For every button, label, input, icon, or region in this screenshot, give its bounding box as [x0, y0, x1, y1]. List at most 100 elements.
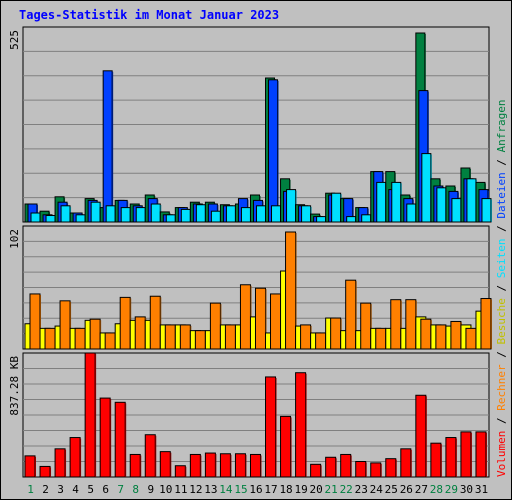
bot-bar-volumen-26: [400, 448, 412, 478]
mid-bar-rechner-24: [375, 327, 387, 350]
bot-bar-volumen-4: [69, 437, 81, 478]
x-tick-label-7: 7: [117, 483, 124, 496]
x-tick-label-15: 15: [234, 483, 247, 496]
mid-bar-rechner-22: [345, 279, 357, 350]
bot-bar-volumen-6: [99, 397, 111, 478]
bot-bar-volumen-2: [39, 465, 51, 478]
x-tick-label-14: 14: [219, 483, 233, 496]
mid-bar-rechner-23: [360, 302, 372, 350]
x-tick-label-2: 2: [42, 483, 49, 496]
x-tick-label-17: 17: [264, 483, 277, 496]
mid-bar-rechner-4: [74, 327, 86, 350]
top-bar-seiten-17: [271, 205, 282, 223]
x-tick-label-30: 30: [460, 483, 473, 496]
bot-bar-volumen-16: [249, 453, 261, 478]
bot-bar-volumen-17: [265, 376, 277, 478]
bot-bar-volumen-21: [325, 456, 337, 478]
mid-bar-rechner-3: [59, 300, 71, 350]
mid-bar-rechner-7: [119, 296, 131, 350]
mid-bar-rechner-28: [435, 324, 447, 350]
x-tick-label-28: 28: [430, 483, 443, 496]
x-tick-label-16: 16: [249, 483, 262, 496]
x-tick-label-4: 4: [72, 483, 79, 496]
bot-max-label: 837.28 KB: [8, 356, 21, 416]
top-bar-seiten-30: [466, 178, 477, 223]
x-tick-label-11: 11: [174, 483, 187, 496]
top-bar-dateien-17: [268, 79, 279, 223]
top-bar-seiten-28: [436, 187, 447, 223]
x-tick-label-29: 29: [445, 483, 458, 496]
mid-bar-rechner-27: [420, 318, 432, 350]
legend-rechner: Rechner: [495, 364, 508, 411]
legend-separator: /: [495, 219, 508, 239]
bot-bar-volumen-1: [24, 455, 36, 478]
bot-bar-volumen-24: [370, 462, 382, 478]
top-bar-seiten-13: [210, 210, 221, 223]
top-bar-seiten-23: [361, 214, 372, 223]
x-tick-label-1: 1: [27, 483, 34, 496]
mid-bar-rechner-15: [239, 284, 251, 350]
chart-title: Tages-Statistik im Monat Januar 2023: [19, 8, 280, 22]
top-bar-seiten-9: [150, 203, 161, 223]
x-tick-label-3: 3: [57, 483, 64, 496]
mid-bar-rechner-13: [209, 302, 221, 350]
x-tick-label-31: 31: [475, 483, 488, 496]
mid-bar-rechner-17: [270, 293, 282, 350]
bot-bar-volumen-13: [204, 452, 216, 478]
mid-bar-rechner-1: [29, 293, 41, 350]
top-bar-seiten-1: [30, 212, 41, 223]
mid-bar-rechner-6: [104, 332, 116, 350]
bot-bar-volumen-8: [129, 453, 141, 478]
bot-bar-volumen-20: [310, 463, 322, 478]
bot-bar-volumen-14: [219, 453, 231, 478]
top-bar-seiten-5: [90, 201, 101, 223]
top-bar-seiten-25: [391, 181, 402, 223]
x-tick-label-22: 22: [340, 483, 353, 496]
bot-bar-volumen-28: [430, 442, 442, 478]
x-tick-label-19: 19: [294, 483, 307, 496]
mid-bar-rechner-19: [300, 324, 312, 350]
x-tick-label-5: 5: [87, 483, 94, 496]
mid-bar-rechner-31: [480, 298, 492, 350]
mid-bar-rechner-30: [465, 327, 477, 350]
top-bar-seiten-8: [135, 207, 146, 223]
x-tick-label-27: 27: [415, 483, 428, 496]
mid-bar-rechner-21: [330, 317, 342, 350]
mid-bar-rechner-25: [390, 299, 402, 350]
legend-volumen: Volumen: [495, 431, 508, 477]
legend-seiten: Seiten: [495, 239, 508, 279]
top-bar-seiten-21: [331, 192, 342, 223]
x-tick-label-6: 6: [102, 483, 109, 496]
bot-bar-volumen-12: [189, 453, 201, 478]
x-tick-label-25: 25: [385, 483, 398, 496]
top-bar-seiten-11: [180, 208, 191, 223]
mid-bar-rechner-9: [149, 295, 161, 350]
bot-bar-volumen-11: [174, 465, 186, 478]
top-bar-dateien-6: [102, 70, 113, 223]
top-bar-seiten-29: [451, 198, 462, 223]
legend-separator: /: [495, 152, 508, 172]
x-tick-label-26: 26: [400, 483, 413, 496]
x-tick-label-23: 23: [355, 483, 368, 496]
top-bar-seiten-27: [421, 153, 432, 223]
bot-bar-volumen-3: [54, 448, 66, 478]
top-bar-seiten-14: [225, 205, 236, 223]
bot-bar-volumen-27: [415, 394, 427, 478]
bot-bar-volumen-23: [355, 460, 367, 478]
top-bar-seiten-19: [301, 205, 312, 223]
mid-bar-rechner-8: [134, 316, 146, 350]
bot-bar-volumen-31: [475, 431, 487, 478]
bot-bar-volumen-15: [234, 453, 246, 478]
top-bar-seiten-26: [406, 203, 417, 223]
top-bar-seiten-2: [45, 215, 56, 223]
bot-bar-volumen-22: [340, 453, 352, 478]
bot-bar-volumen-10: [159, 451, 171, 478]
mid-bar-rechner-16: [254, 287, 266, 350]
top-bar-seiten-18: [286, 189, 297, 223]
x-tick-label-9: 9: [147, 483, 154, 496]
legend-dateien: Dateien: [495, 172, 508, 218]
top-bar-seiten-20: [316, 216, 327, 223]
x-tick-label-21: 21: [325, 483, 338, 496]
bot-bar-volumen-19: [295, 372, 307, 478]
